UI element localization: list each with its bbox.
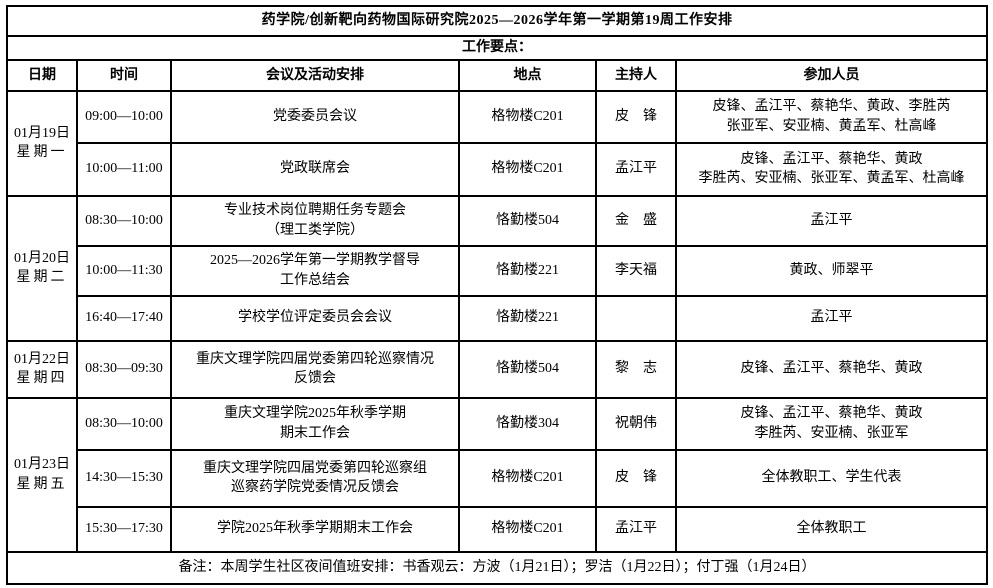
date-cell: 01月22日 星期四 — [6, 339, 78, 399]
host-cell: 孟江平 — [595, 505, 677, 553]
remark-text: 备注：本周学生社区夜间值班安排：书香观云：方波（1月21日）；罗洁（1月22日）… — [5, 550, 989, 585]
meeting-cell: 学院2025年秋季学期期末工作会 — [170, 505, 460, 553]
meeting-cell: 重庆文理学院2025年秋季学期 期末工作会 — [170, 396, 460, 451]
column-header-host: 主持人 — [595, 58, 677, 92]
location-cell: 格物楼C201 — [458, 141, 597, 197]
time-cell: 08:30—09:30 — [76, 339, 172, 399]
column-header-time: 时间 — [76, 58, 172, 92]
date-text: 01月22日 — [14, 351, 70, 367]
host-cell: 黎 志 — [595, 339, 677, 399]
work-points-row: 工作要点： — [5, 35, 989, 61]
participants-cell: 全体教职工、学生代表 — [674, 448, 989, 508]
location-cell: 恪勤楼221 — [458, 244, 597, 297]
participants-cell: 皮锋、孟江平、蔡艳华、黄政 — [674, 339, 989, 399]
host-cell: 李天福 — [595, 244, 677, 297]
date-text: 01月23日 — [14, 457, 70, 472]
meeting-cell: 党委委员会议 — [170, 89, 460, 144]
meeting-cell: 2025—2026学年第一学期教学督导 工作总结会 — [170, 244, 460, 297]
date-cell: 01月19日 星期一 — [6, 89, 78, 197]
column-header-date: 日期 — [6, 58, 78, 92]
weekday-text: 星期二 — [16, 270, 68, 286]
remark-row: 备注：本周学生社区夜间值班安排：书香观云：方波（1月21日）；罗洁（1月22日）… — [5, 550, 989, 585]
column-header-meeting: 会议及活动安排 — [170, 58, 460, 92]
column-header-participants: 参加人员 — [674, 58, 989, 92]
location-cell: 恪勤楼504 — [458, 339, 597, 399]
table-row: 01月22日 星期四 08:30—09:30 重庆文理学院四届党委第四轮巡察情况… — [6, 339, 989, 399]
date-cell: 01月23日 星期五 — [6, 396, 78, 553]
participants-cell: 孟江平 — [674, 194, 989, 247]
location-cell: 恪勤楼504 — [458, 194, 597, 247]
meeting-cell: 重庆文理学院四届党委第四轮巡察组 巡察药学院党委情况反馈会 — [170, 448, 460, 508]
table-row: 01月23日 星期五 08:30—10:00 重庆文理学院2025年秋季学期 期… — [6, 396, 989, 553]
time-cell: 09:00—10:00 — [76, 89, 172, 144]
weekday-text: 星期一 — [16, 145, 68, 161]
meeting-cell: 专业技术岗位聘期任务专题会 （理工类学院） — [170, 194, 460, 247]
time-cell: 16:40—17:40 — [76, 294, 172, 342]
host-cell — [595, 294, 677, 342]
time-cell: 14:30—15:30 — [76, 448, 172, 508]
participants-cell: 皮锋、孟江平、蔡艳华、黄政 李胜芮、安亚楠、张亚军、黄孟军、杜高峰 — [674, 141, 989, 197]
work-points-label: 工作要点： — [5, 35, 989, 61]
time-cell: 08:30—10:00 — [76, 194, 172, 247]
host-cell: 皮 锋 — [595, 89, 677, 144]
title-row: 药学院/创新靶向药物国际研究院2025—2026学年第一学期第19周工作安排 — [5, 5, 989, 37]
meeting-cell: 重庆文理学院四届党委第四轮巡察情况 反馈会 — [170, 339, 460, 399]
location-cell: 格物楼C201 — [458, 448, 597, 508]
participants-cell: 孟江平 — [674, 294, 989, 342]
location-cell: 格物楼C201 — [458, 505, 597, 553]
table-row: 01月20日 星期二 08:30—10:00 专业技术岗位聘期任务专题会 （理工… — [6, 194, 989, 342]
participants-cell: 皮锋、孟江平、蔡艳华、黄政、李胜芮 张亚军、安亚楠、黄孟军、杜高峰 — [674, 89, 989, 144]
meeting-cell: 学校学位评定委员会会议 — [170, 294, 460, 342]
table-row: 10:00—11:30 2025—2026学年第一学期教学督导 工作总结会 恪勤… — [7, 244, 989, 297]
schedule-table: 药学院/创新靶向药物国际研究院2025—2026学年第一学期第19周工作安排 工… — [5, 5, 989, 585]
time-cell: 10:00—11:00 — [76, 141, 172, 197]
date-text: 01月20日 — [14, 250, 70, 266]
time-cell: 10:00—11:30 — [76, 244, 172, 297]
table-row: 10:00—11:00 党政联席会 格物楼C201 孟江平 皮锋、孟江平、蔡艳华… — [7, 141, 989, 197]
table-row: 01月19日 星期一 09:00—10:00 党委委员会议 格物楼C201 皮 … — [6, 89, 989, 197]
table-row: 15:30—17:30 学院2025年秋季学期期末工作会 格物楼C201 孟江平… — [7, 505, 989, 553]
weekday-text: 星期五 — [16, 476, 68, 492]
date-text: 01月19日 — [14, 125, 70, 141]
location-cell: 恪勤楼221 — [458, 294, 597, 342]
host-cell: 皮 锋 — [595, 448, 677, 508]
participants-cell: 皮锋、孟江平、蔡艳华、黄政 李胜芮、安亚楠、张亚军 — [674, 396, 989, 451]
header-row: 日期 时间 会议及活动安排 地点 主持人 参加人员 — [6, 58, 989, 92]
time-cell: 15:30—17:30 — [76, 505, 172, 553]
table-row: 16:40—17:40 学校学位评定委员会会议 恪勤楼221 孟江平 — [7, 294, 989, 342]
table-row: 14:30—15:30 重庆文理学院四届党委第四轮巡察组 巡察药学院党委情况反馈… — [7, 448, 989, 508]
participants-cell: 黄政、师翠平 — [674, 244, 989, 297]
time-cell: 08:30—10:00 — [76, 396, 172, 451]
page-title: 药学院/创新靶向药物国际研究院2025—2026学年第一学期第19周工作安排 — [5, 5, 989, 37]
host-cell: 孟江平 — [595, 141, 677, 197]
participants-cell: 全体教职工 — [674, 505, 989, 553]
location-cell: 格物楼C201 — [458, 89, 597, 144]
host-cell: 金 盛 — [595, 194, 677, 247]
location-cell: 恪勤楼304 — [458, 396, 597, 451]
column-header-location: 地点 — [458, 58, 597, 92]
weekday-text: 星期四 — [16, 371, 68, 387]
date-cell: 01月20日 星期二 — [6, 194, 78, 342]
meeting-cell: 党政联席会 — [170, 141, 460, 197]
host-cell: 祝朝伟 — [595, 396, 677, 451]
